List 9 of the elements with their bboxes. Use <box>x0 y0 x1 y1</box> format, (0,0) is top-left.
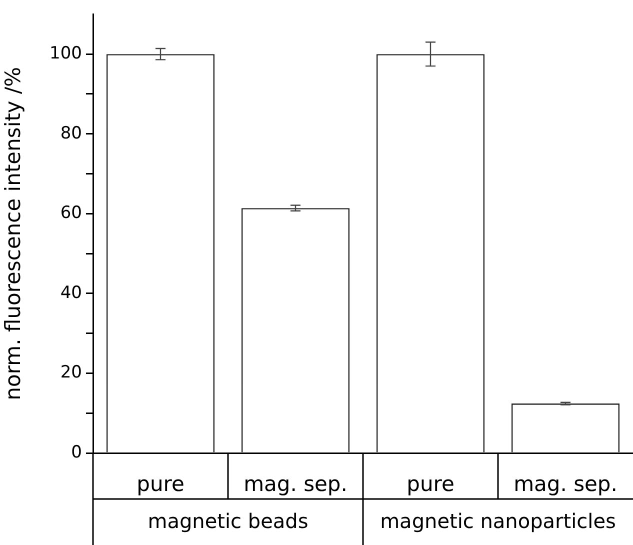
y-tick-label: 100 <box>50 44 82 64</box>
text: magnetic nanoparticles <box>380 509 616 534</box>
y-tick-label: 0 <box>71 442 82 462</box>
y-axis-title: norm. fluorescence intensity /% <box>1 66 26 400</box>
y-tick-label: 80 <box>60 123 82 144</box>
y-tick-label: 20 <box>60 362 82 383</box>
y-tick-label: 40 <box>60 282 82 303</box>
y-tick-label: 60 <box>60 203 82 224</box>
text: magnetic beads <box>148 509 308 534</box>
